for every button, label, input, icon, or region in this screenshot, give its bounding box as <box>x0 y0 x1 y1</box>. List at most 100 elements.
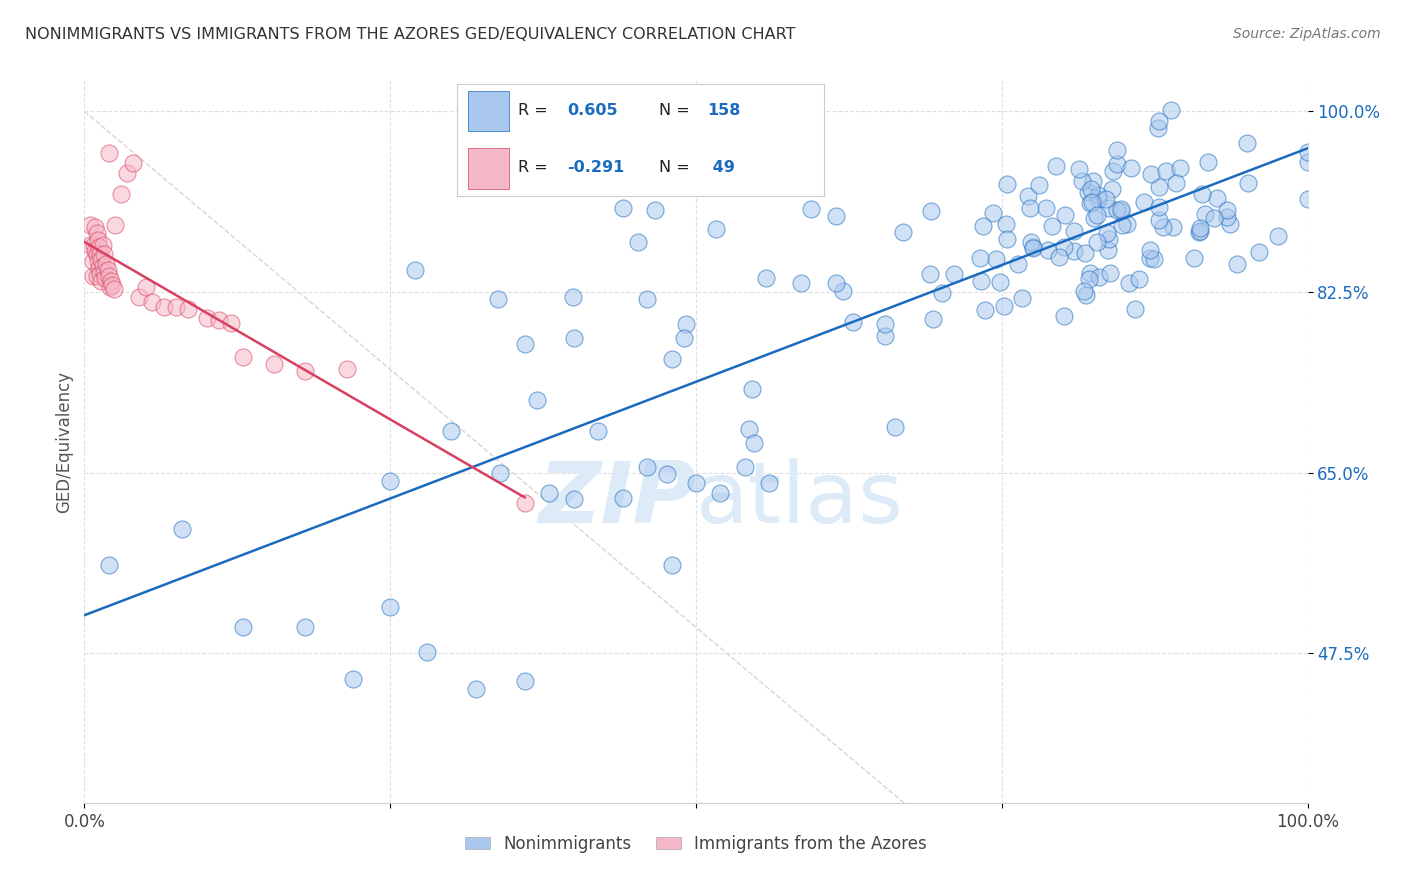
Point <box>1097 244 1119 258</box>
Point <box>103 282 125 296</box>
Point <box>513 496 536 510</box>
Point <box>1011 291 1033 305</box>
Point <box>1140 167 1163 181</box>
Point <box>82 253 104 268</box>
Point <box>440 424 463 438</box>
Point <box>974 302 997 317</box>
Point <box>141 295 163 310</box>
Point <box>104 218 127 232</box>
Point <box>1115 217 1137 231</box>
Point <box>636 292 658 306</box>
Point <box>464 682 486 697</box>
Point <box>172 522 194 536</box>
Point <box>824 209 846 223</box>
Point <box>1073 284 1095 298</box>
Text: Source: ZipAtlas.com: Source: ZipAtlas.com <box>1233 27 1381 41</box>
Point <box>627 235 650 249</box>
Point <box>995 232 1018 246</box>
Point <box>1149 200 1171 214</box>
Point <box>87 261 110 276</box>
Point <box>97 145 120 160</box>
Point <box>1078 266 1101 280</box>
Point <box>1105 143 1128 157</box>
Point <box>972 219 994 233</box>
Point <box>1123 301 1146 316</box>
Point <box>1074 246 1097 260</box>
Point <box>741 382 763 396</box>
Point <box>1182 251 1205 265</box>
Point <box>1236 136 1258 150</box>
Point <box>758 475 780 490</box>
Point <box>122 156 145 170</box>
Point <box>513 673 536 688</box>
Point <box>988 275 1011 289</box>
Point <box>1111 218 1133 232</box>
Point <box>1101 182 1123 196</box>
Point <box>1083 211 1105 225</box>
Point <box>87 233 110 247</box>
Point <box>586 424 609 438</box>
Point <box>294 620 316 634</box>
Point <box>1166 176 1188 190</box>
Point <box>1067 162 1090 177</box>
Point <box>561 290 583 304</box>
Point <box>91 259 114 273</box>
Point <box>1119 161 1142 176</box>
Point <box>90 273 112 287</box>
Point <box>1098 201 1121 215</box>
Point <box>742 436 765 450</box>
Point <box>84 219 107 234</box>
Point <box>1101 163 1123 178</box>
Point <box>1053 240 1076 254</box>
Point <box>1077 272 1099 286</box>
Point <box>89 268 111 282</box>
Text: NONIMMIGRANTS VS IMMIGRANTS FROM THE AZORES GED/EQUIVALENCY CORRELATION CHART: NONIMMIGRANTS VS IMMIGRANTS FROM THE AZO… <box>25 27 796 42</box>
Point <box>1035 201 1057 215</box>
Point <box>1219 217 1241 231</box>
Point <box>1081 174 1104 188</box>
Point <box>263 357 285 371</box>
Point <box>1154 164 1177 178</box>
Point <box>82 269 104 284</box>
Point <box>755 271 778 285</box>
Point <box>969 251 991 265</box>
Point <box>538 486 561 500</box>
Point <box>1047 251 1070 265</box>
Point <box>526 393 548 408</box>
Point <box>1168 161 1191 175</box>
Point <box>920 204 942 219</box>
Point <box>97 263 120 277</box>
Point <box>1147 180 1170 194</box>
Point <box>101 277 124 292</box>
Point <box>1128 272 1150 286</box>
Point <box>91 238 114 252</box>
Point <box>704 222 727 236</box>
Point <box>832 284 855 298</box>
Point <box>1099 266 1122 280</box>
Point <box>709 486 731 500</box>
Point <box>1152 219 1174 234</box>
Point <box>1063 224 1085 238</box>
Point <box>87 240 110 254</box>
Point <box>1080 182 1102 196</box>
Point <box>110 186 132 201</box>
Point <box>1022 239 1045 253</box>
Point <box>1142 252 1164 267</box>
Text: atlas: atlas <box>696 458 904 541</box>
Point <box>513 337 536 351</box>
Point <box>153 301 176 315</box>
Point <box>1085 235 1108 249</box>
Point <box>873 317 896 331</box>
Point <box>378 474 401 488</box>
Point <box>1161 219 1184 234</box>
Point <box>232 350 254 364</box>
Point <box>87 253 110 268</box>
Point <box>970 274 993 288</box>
Point <box>97 269 120 284</box>
Point <box>942 267 965 281</box>
Point <box>86 246 108 260</box>
Point <box>219 316 242 330</box>
Legend: Nonimmigrants, Immigrants from the Azores: Nonimmigrants, Immigrants from the Azore… <box>458 828 934 860</box>
Point <box>1188 224 1211 238</box>
Point <box>1087 192 1109 206</box>
